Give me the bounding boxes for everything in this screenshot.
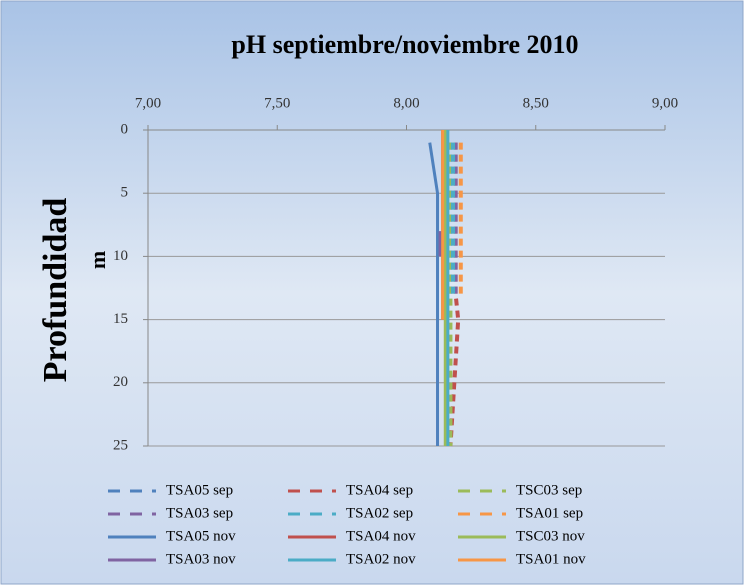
legend-label: TSC03 nov [516, 528, 585, 544]
y-tick-label: 10 [113, 248, 128, 264]
y-tick-label: 25 [113, 437, 128, 453]
x-tick-label: 7,50 [264, 95, 290, 111]
legend-label: TSA03 nov [166, 551, 236, 567]
chart-title: pH septiembre/noviembre 2010 [231, 30, 578, 59]
legend-label: TSA02 nov [346, 551, 416, 567]
y-tick-label: 0 [121, 121, 129, 137]
legend-label: TSA05 nov [166, 528, 236, 544]
y-tick-label: 15 [113, 311, 128, 327]
y-axis-label: Profundidad [37, 198, 74, 383]
x-tick-label: 8,00 [393, 95, 419, 111]
y-tick-label: 5 [121, 185, 129, 201]
x-tick-label: 8,50 [523, 95, 549, 111]
y-tick-label: 20 [113, 374, 128, 390]
legend-label: TSA04 nov [346, 528, 416, 544]
legend-label: TSA02 sep [346, 505, 413, 521]
y-axis-unit: m [85, 251, 110, 269]
legend-label: TSA01 sep [516, 505, 583, 521]
series-line [428, 142, 440, 446]
legend-label: TSC03 sep [516, 482, 582, 498]
legend-label: TSA05 sep [166, 482, 233, 498]
x-tick-label: 9,00 [652, 95, 678, 111]
legend-label: TSA03 sep [166, 505, 233, 521]
legend-label: TSA01 nov [516, 551, 586, 567]
x-tick-label: 7,00 [135, 95, 161, 111]
legend-label: TSA04 sep [346, 482, 413, 498]
